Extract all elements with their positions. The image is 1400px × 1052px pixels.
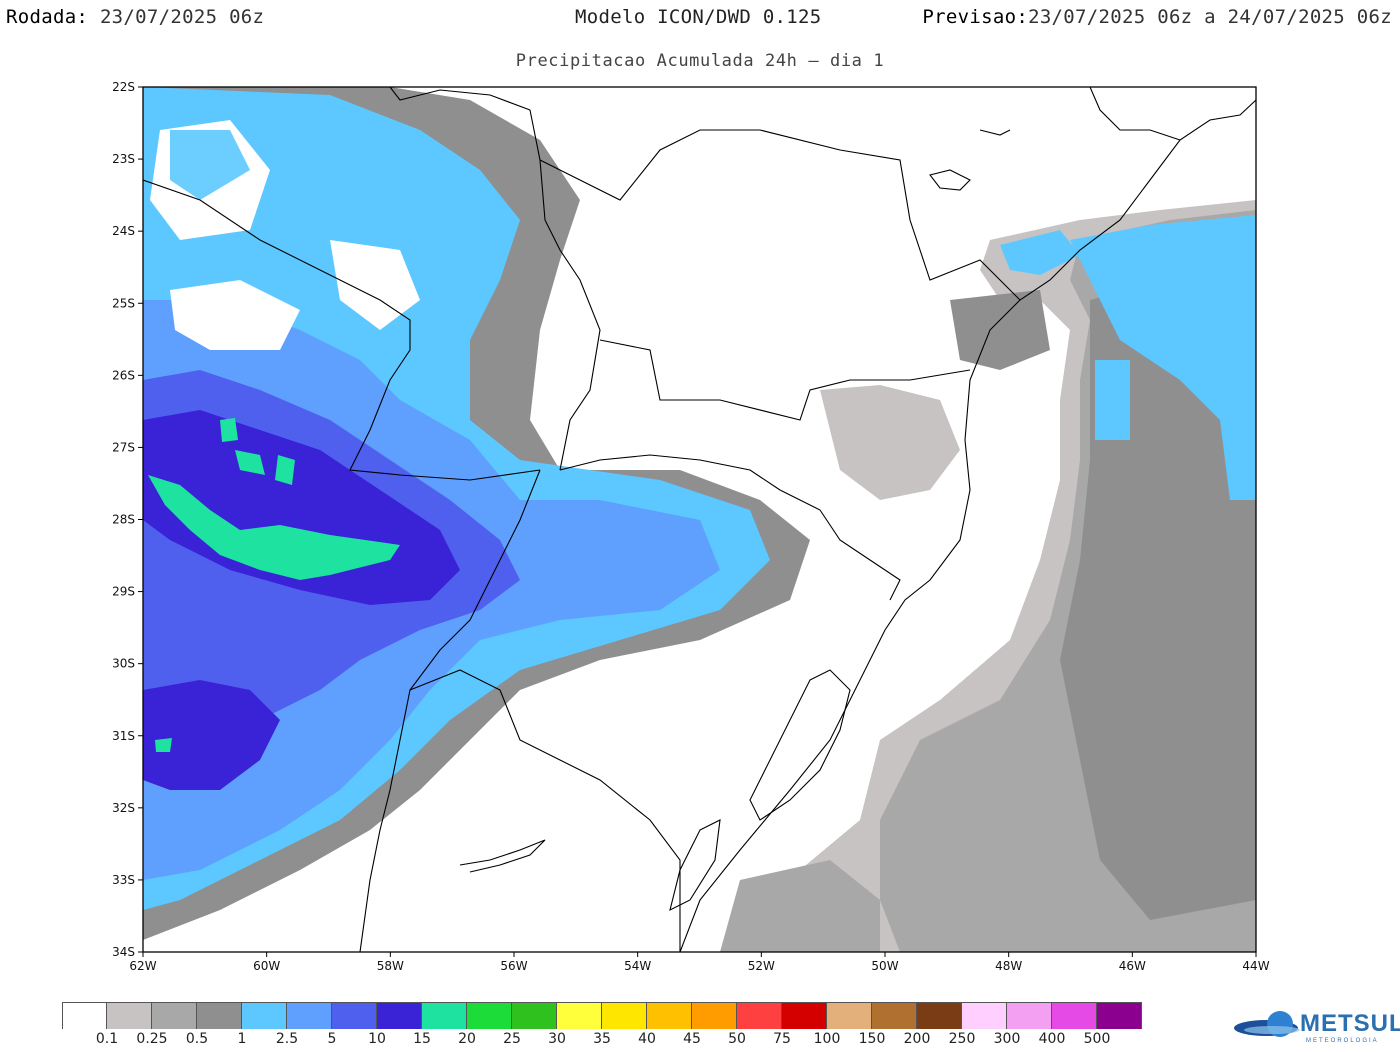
legend-swatch: [332, 1003, 377, 1029]
legend-label: 30: [548, 1031, 566, 1047]
legend-label: 45: [683, 1031, 701, 1047]
legend-swatch: [287, 1003, 332, 1029]
lon-label: 58W: [377, 959, 404, 973]
forecast-value: 23/07/2025 06z a 24/07/2025 06z: [1028, 6, 1392, 28]
legend-label: 1: [237, 1031, 247, 1047]
longitude-axis: 62W 60W 58W 56W 54W 52W 50W 48W 46W 44W: [129, 952, 1270, 973]
legend-label: 75: [773, 1031, 791, 1047]
legend-swatch: [422, 1003, 467, 1029]
run-info: Rodada: 23/07/2025 06z: [6, 6, 264, 28]
lat-label: 32S: [112, 801, 135, 815]
legend-swatch: [602, 1003, 647, 1029]
political-borders: [143, 87, 1256, 952]
logo-text: METSUL: [1300, 1010, 1400, 1037]
lat-label: 25S: [112, 296, 135, 310]
legend-swatch: [1007, 1003, 1052, 1029]
legend-swatch: [872, 1003, 917, 1029]
lat-label: 22S: [112, 80, 135, 94]
legend-label: 20: [458, 1031, 476, 1047]
legend-label: 5: [327, 1031, 337, 1047]
lat-label: 34S: [112, 945, 135, 959]
legend-swatch: [737, 1003, 782, 1029]
lon-label: 44W: [1242, 959, 1269, 973]
map-subtitle: Precipitacao Acumulada 24h – dia 1: [515, 51, 885, 71]
legend-label: 10: [368, 1031, 386, 1047]
lat-label: 31S: [112, 729, 135, 743]
legend-label: 0.1: [95, 1031, 119, 1047]
legend-label: 250: [948, 1031, 976, 1047]
lon-label: 54W: [624, 959, 651, 973]
legend-label: 100: [813, 1031, 841, 1047]
legend-label: 0.25: [136, 1031, 168, 1047]
legend-swatch: [647, 1003, 692, 1029]
legend-label: 400: [1038, 1031, 1066, 1047]
legend-label: 500: [1083, 1031, 1111, 1047]
legend-swatch: [557, 1003, 602, 1029]
lon-label: 48W: [995, 959, 1022, 973]
legend-label: 35: [593, 1031, 611, 1047]
run-label: Rodada:: [6, 6, 89, 28]
legend-label: 150: [858, 1031, 886, 1047]
legend-labels: 0.1 0.25 0.5 1 2.5 5 10 15 20 25 30 35 40 45 50 75 100 15…: [0, 1031, 1400, 1051]
legend-swatch: [962, 1003, 1007, 1029]
model-title: Modelo ICON/DWD 0.125: [575, 6, 822, 28]
legend-swatch: [827, 1003, 872, 1029]
legend-swatch: [1052, 1003, 1097, 1029]
legend-swatch: [467, 1003, 512, 1029]
lat-label: 27S: [112, 440, 135, 454]
legend-swatch: [1097, 1003, 1142, 1029]
legend-label: 25: [503, 1031, 521, 1047]
forecast-label: Previsao:: [922, 6, 1029, 28]
metsul-logo: [1234, 1011, 1300, 1037]
legend-swatch: [242, 1003, 287, 1029]
lon-label: 50W: [871, 959, 898, 973]
legend-label: 300: [993, 1031, 1021, 1047]
legend-swatch: [197, 1003, 242, 1029]
lat-label: 23S: [112, 152, 135, 166]
latitude-axis: 22S 23S 24S 25S 26S 27S 28S 29S 30S 31S 32S 33S 34S: [112, 80, 143, 959]
legend-label: 2.5: [275, 1031, 299, 1047]
legend-swatch: [152, 1003, 197, 1029]
lon-label: 62W: [129, 959, 156, 973]
legend-swatch: [782, 1003, 827, 1029]
logo-subtext: METEOROLOGIA: [1306, 1038, 1379, 1044]
legend-label: 200: [903, 1031, 931, 1047]
lat-label: 28S: [112, 513, 135, 527]
legend-swatch: [377, 1003, 422, 1029]
legend-swatch: [512, 1003, 557, 1029]
legend-swatch: [62, 1003, 107, 1029]
legend-label: 0.5: [185, 1031, 209, 1047]
lat-label: 24S: [112, 224, 135, 238]
lon-label: 52W: [748, 959, 775, 973]
legend-swatch: [107, 1003, 152, 1029]
lat-label: 33S: [112, 873, 135, 887]
lat-label: 29S: [112, 585, 135, 599]
legend-label: 40: [638, 1031, 656, 1047]
legend-swatch: [917, 1003, 962, 1029]
legend-swatch: [692, 1003, 737, 1029]
legend-label: 15: [413, 1031, 431, 1047]
lon-label: 60W: [253, 959, 280, 973]
lon-label: 56W: [500, 959, 527, 973]
precip-field: [143, 87, 1256, 952]
legend-label: 50: [728, 1031, 746, 1047]
lon-label: 46W: [1119, 959, 1146, 973]
lat-label: 26S: [112, 368, 135, 382]
lat-label: 30S: [112, 657, 135, 671]
color-legend: [62, 1002, 1142, 1029]
precipitation-map: 22S23S24S25S26S27S28S29S30S31S32S33S34S …: [112, 80, 1270, 973]
forecast-info: Previsao:23/07/2025 06z a 24/07/2025 06z: [922, 6, 1392, 28]
run-value: 23/07/2025 06z: [99, 6, 265, 28]
